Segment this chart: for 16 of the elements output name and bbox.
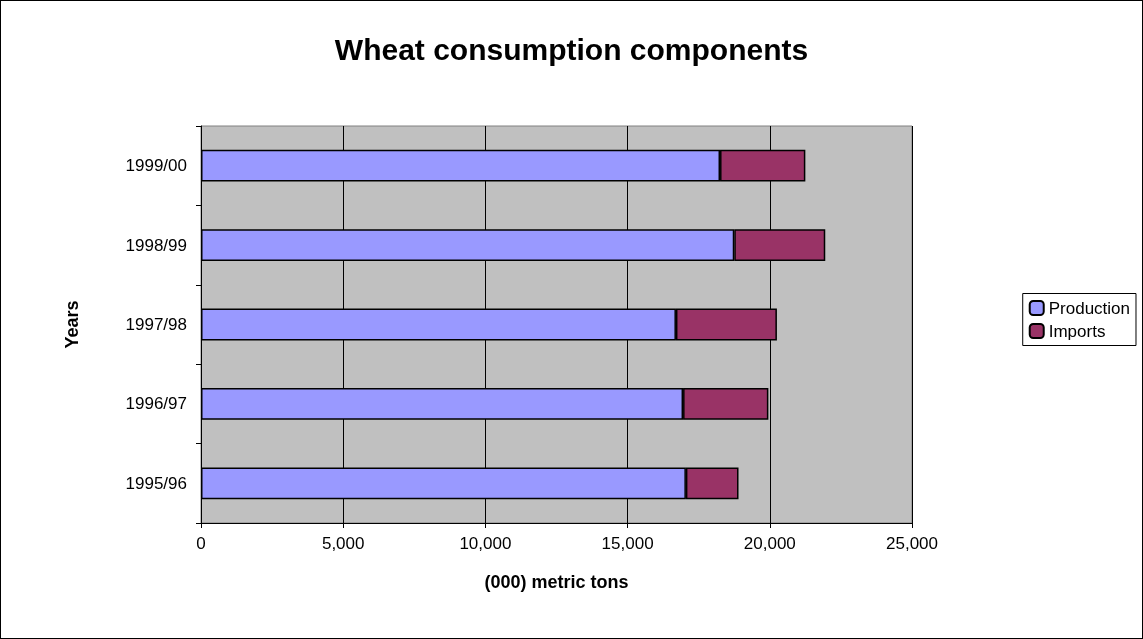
y-tick-label: 1997/98 xyxy=(125,315,187,334)
legend-label: Imports xyxy=(1048,321,1106,341)
chart-title: Wheat consumption components xyxy=(334,32,809,66)
y-tick-label: 1996/97 xyxy=(125,394,187,414)
x-tick-label: 10,000 xyxy=(459,534,512,553)
x-tick-label: 15,000 xyxy=(601,534,654,553)
legend-label: Production xyxy=(1048,298,1131,318)
y-axis-title: Years xyxy=(62,300,82,349)
y-tick-label: 1999/00 xyxy=(125,156,187,176)
x-tick-label: 25,000 xyxy=(886,534,938,553)
x-axis-title: (000) metric tons xyxy=(484,572,629,592)
y-tick-label: 1995/96 xyxy=(125,473,187,493)
y-tick-label: 1998/99 xyxy=(125,235,187,255)
x-tick-label: 5,000 xyxy=(321,534,365,553)
x-tick-label: 20,000 xyxy=(743,534,796,553)
x-tick-label: 0 xyxy=(196,534,206,553)
